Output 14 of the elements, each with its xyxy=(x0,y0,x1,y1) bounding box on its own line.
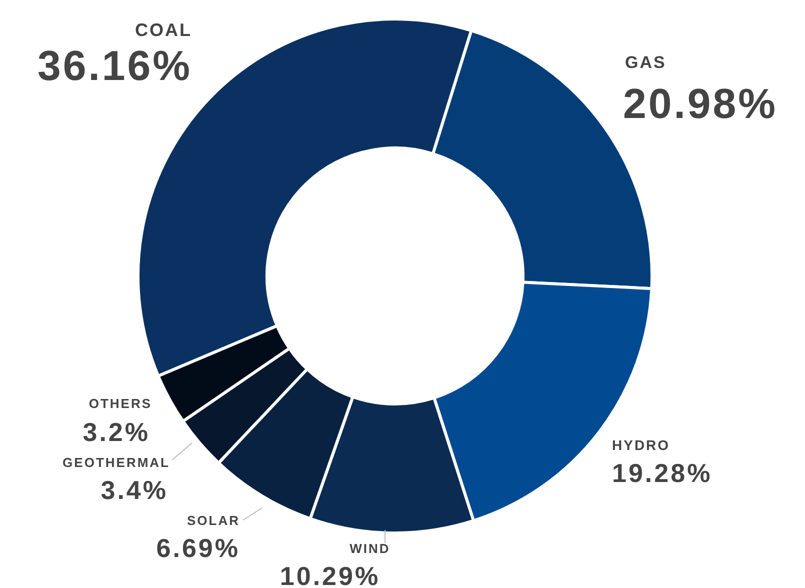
data-label: 10.29% xyxy=(280,561,380,588)
slice-label: COAL xyxy=(135,20,192,40)
slice-label: HYDRO xyxy=(612,437,670,453)
data-label: 3.2% xyxy=(82,417,150,447)
data-label: 20.98% xyxy=(623,80,778,127)
data-label: 3.4% xyxy=(100,475,168,505)
slice-label: GAS xyxy=(625,53,666,72)
data-label: 36.16% xyxy=(38,42,192,89)
slice-label: SOLAR xyxy=(187,513,240,528)
slice-label: OTHERS xyxy=(88,396,152,411)
data-label: 6.69% xyxy=(156,533,240,563)
slice-label: WIND xyxy=(350,541,390,556)
slice-label: GEOTHERMAL xyxy=(62,455,170,470)
data-label: 19.28% xyxy=(612,458,712,488)
